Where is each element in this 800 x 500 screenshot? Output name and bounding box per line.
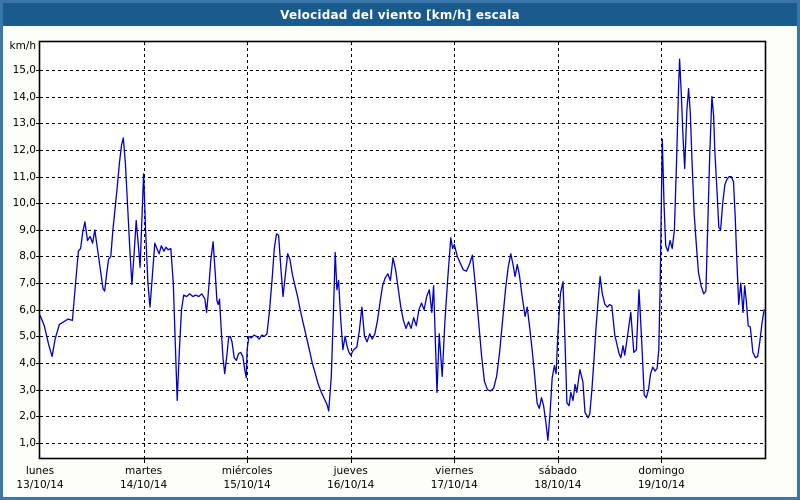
y-axis-tick-label: 13,0	[12, 116, 36, 129]
plot-background	[40, 42, 765, 458]
day-name: martes	[125, 465, 163, 477]
y-axis-tick-label: 4,0	[19, 356, 36, 369]
x-axis-day-label: miércoles 15/10/14	[202, 464, 292, 492]
x-axis-day-label: jueves 16/10/14	[306, 464, 396, 492]
day-date: 16/10/14	[327, 479, 375, 491]
day-date: 14/10/14	[119, 479, 168, 491]
y-axis-tick-label: 3,0	[19, 383, 36, 396]
title-bar: Velocidad del viento [km/h] escala	[3, 3, 797, 26]
x-axis-day-label: lunes 13/10/14	[0, 464, 85, 492]
y-axis-tick-label: 14,0	[12, 90, 36, 103]
y-axis-tick-label: 12,0	[12, 143, 36, 156]
day-name: viernes	[435, 465, 474, 477]
day-name: sábado	[538, 465, 577, 477]
y-axis-tick-label: 6,0	[19, 303, 36, 316]
y-axis-tick-label: 5,0	[19, 329, 36, 342]
day-name: jueves	[333, 465, 368, 477]
day-name: lunes	[25, 465, 55, 477]
y-axis-tick-label: 11,0	[12, 170, 36, 183]
wind-speed-line	[39, 58, 765, 441]
window-title: Velocidad del viento [km/h] escala	[280, 7, 520, 22]
y-axis-tick-label: 7,0	[19, 276, 36, 289]
x-axis-day-label: viernes 17/10/14	[409, 464, 499, 492]
day-name: domingo	[638, 465, 685, 477]
y-axis-unit-label: km/h	[9, 40, 36, 52]
plot-border	[38, 40, 767, 460]
day-date: 18/10/14	[534, 479, 582, 491]
day-date: 19/10/14	[637, 479, 685, 491]
day-date: 13/10/14	[16, 479, 64, 491]
x-axis-day-label: martes 14/10/14	[99, 464, 189, 492]
x-axis-day-label: domingo 19/10/14	[616, 464, 706, 492]
y-axis-tick-label: 9,0	[19, 223, 36, 236]
y-axis-tick-label: 1,0	[19, 436, 36, 449]
y-axis-tick-label: 15,0	[12, 63, 36, 76]
y-axis-tick-label: 2,0	[19, 409, 36, 422]
day-name: miércoles	[221, 465, 273, 477]
x-axis-day-label: sábado 18/10/14	[513, 464, 603, 492]
y-axis-tick-label: 10,0	[12, 196, 36, 209]
day-date: 15/10/14	[223, 479, 271, 491]
y-axis-tick-label: 8,0	[19, 249, 36, 262]
day-date: 17/10/14	[430, 479, 478, 491]
